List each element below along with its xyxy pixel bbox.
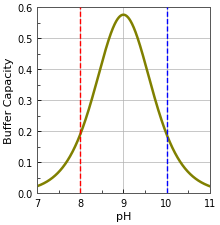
Y-axis label: Buffer Capacity: Buffer Capacity [4, 58, 14, 144]
X-axis label: pH: pH [116, 211, 131, 221]
